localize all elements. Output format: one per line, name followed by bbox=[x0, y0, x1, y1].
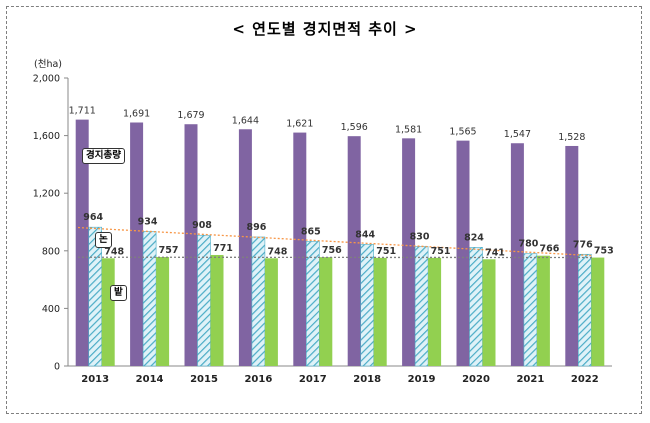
data-label: 1,528 bbox=[558, 132, 585, 143]
data-label: 1,596 bbox=[341, 122, 368, 133]
x-tick-label: 2013 bbox=[81, 374, 109, 385]
chart-frame bbox=[6, 6, 642, 414]
data-label: 1,711 bbox=[69, 106, 96, 117]
bar-field bbox=[319, 257, 333, 366]
x-tick-label: 2022 bbox=[571, 374, 599, 385]
bar-total bbox=[510, 143, 524, 366]
x-tick-label: 2017 bbox=[299, 374, 327, 385]
data-label: 896 bbox=[246, 222, 266, 233]
bar-paddy bbox=[251, 236, 266, 367]
data-label: 1,581 bbox=[395, 124, 422, 135]
data-label: 824 bbox=[464, 232, 484, 243]
data-label: 751 bbox=[431, 246, 451, 257]
data-label: 748 bbox=[267, 246, 287, 257]
bar-field bbox=[591, 257, 605, 366]
series-label-total: 경지총량 bbox=[82, 148, 125, 164]
bar-field bbox=[101, 258, 115, 366]
data-label: 751 bbox=[376, 246, 396, 257]
data-label: 830 bbox=[410, 231, 430, 242]
bar-field bbox=[373, 257, 387, 366]
bar-paddy bbox=[523, 253, 538, 367]
bar-total bbox=[347, 136, 361, 366]
data-label: 753 bbox=[594, 246, 614, 257]
bar-paddy bbox=[360, 244, 375, 367]
data-label: 771 bbox=[213, 243, 233, 254]
data-label: 741 bbox=[485, 247, 505, 258]
y-tick-label: 1,600 bbox=[33, 131, 60, 142]
bar-paddy bbox=[469, 247, 483, 367]
bar-paddy bbox=[142, 231, 157, 367]
series-label-paddy: 논 bbox=[95, 232, 112, 248]
bar-total bbox=[456, 140, 470, 366]
data-label: 1,644 bbox=[232, 115, 259, 126]
y-tick-label: 0 bbox=[54, 362, 60, 373]
data-label: 934 bbox=[138, 217, 158, 228]
y-tick-label: 2,000 bbox=[33, 74, 60, 85]
data-label: 1,565 bbox=[449, 127, 476, 138]
data-label: 780 bbox=[518, 239, 538, 250]
data-label: 1,621 bbox=[286, 119, 313, 130]
data-label: 844 bbox=[355, 229, 375, 240]
y-tick-label: 800 bbox=[42, 246, 60, 257]
bar-paddy bbox=[577, 253, 592, 367]
bar-field bbox=[482, 259, 496, 366]
x-tick-label: 2015 bbox=[190, 374, 218, 385]
x-tick-label: 2018 bbox=[353, 374, 381, 385]
data-label: 756 bbox=[322, 245, 342, 256]
chart-title: < 연도별 경지면적 추이 > bbox=[232, 20, 418, 38]
series-label-field: 밭 bbox=[110, 285, 127, 301]
bar-paddy bbox=[414, 246, 429, 367]
x-tick-label: 2016 bbox=[244, 374, 272, 385]
bar-field bbox=[428, 257, 442, 366]
x-tick-label: 2014 bbox=[136, 374, 164, 385]
bar-total bbox=[184, 124, 198, 366]
y-tick-label: 1,200 bbox=[33, 189, 60, 200]
bar-total bbox=[238, 129, 252, 366]
bar-paddy bbox=[88, 226, 102, 367]
data-label: 757 bbox=[159, 245, 179, 256]
trendline bbox=[77, 226, 593, 257]
bar-total bbox=[293, 132, 307, 366]
data-label: 1,547 bbox=[504, 129, 531, 140]
data-label: 1,679 bbox=[177, 110, 204, 121]
x-tick-label: 2021 bbox=[516, 374, 544, 385]
data-label: 1,691 bbox=[123, 108, 150, 119]
data-label: 908 bbox=[192, 220, 212, 231]
y-tick-label: 400 bbox=[42, 304, 60, 315]
bar-paddy bbox=[197, 234, 211, 367]
bar-total bbox=[565, 145, 579, 366]
bar-field bbox=[536, 255, 550, 366]
bar-total bbox=[75, 119, 89, 366]
data-label: 748 bbox=[104, 246, 124, 257]
x-tick-label: 2020 bbox=[462, 374, 490, 385]
data-label: 865 bbox=[301, 226, 321, 237]
bar-paddy bbox=[305, 241, 320, 367]
bar-field bbox=[210, 254, 224, 366]
y-axis-unit: (천ha) bbox=[34, 59, 62, 70]
bar-field bbox=[264, 258, 278, 366]
bar-field bbox=[156, 256, 170, 366]
data-label: 766 bbox=[539, 244, 559, 255]
data-label: 964 bbox=[83, 212, 103, 223]
data-label: 776 bbox=[573, 239, 593, 250]
x-tick-label: 2019 bbox=[408, 374, 436, 385]
bar-total bbox=[130, 122, 144, 366]
bar-total bbox=[402, 138, 416, 366]
